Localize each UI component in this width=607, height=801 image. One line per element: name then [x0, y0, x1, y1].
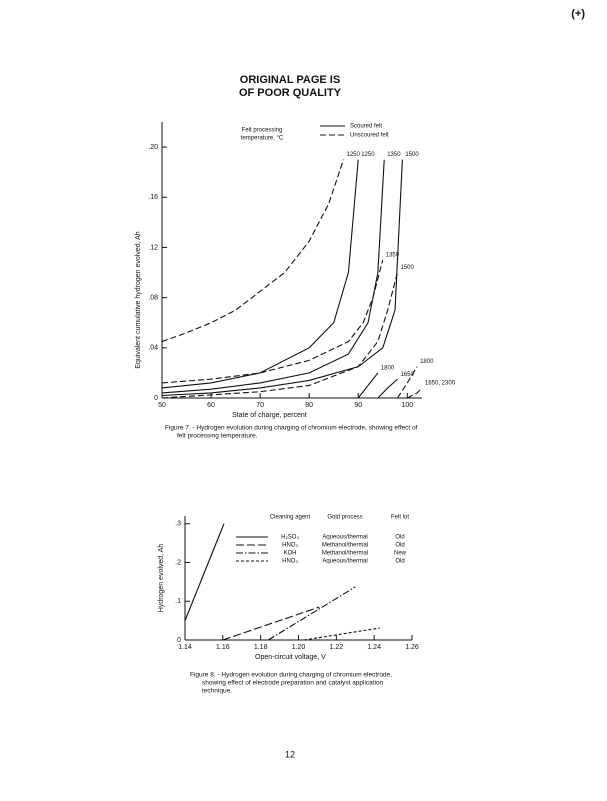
header-line: OF POOR QUALITY — [239, 87, 342, 99]
series-line — [161, 272, 399, 399]
legend-lot: Old — [395, 543, 404, 549]
curve-label: 1350 — [386, 253, 400, 259]
series-line — [357, 372, 379, 399]
figure-caption: felt processing temperature. — [177, 433, 258, 440]
y-tick-label: .1 — [175, 598, 181, 605]
x-tick-label: 70 — [256, 402, 264, 409]
series-line — [161, 159, 403, 397]
x-tick-label: 1.24 — [367, 644, 381, 651]
x-tick-label: 100 — [401, 402, 413, 409]
series-line — [377, 378, 398, 399]
y-tick-label: .12 — [148, 244, 158, 251]
x-tick-label: 80 — [305, 402, 313, 409]
x-axis-label: State of charge, percent — [232, 412, 307, 419]
series-line — [184, 523, 225, 621]
curve-label: 1350 — [387, 152, 401, 158]
curve-label: 1800 — [381, 365, 395, 371]
legend-label: Unscoured felt — [350, 133, 389, 139]
curve-label: 1250 — [361, 152, 375, 158]
legend-lot: Old — [395, 535, 404, 541]
series-line — [161, 159, 359, 389]
curve-label: 1650 — [400, 372, 414, 378]
y-tick-label: .08 — [148, 294, 158, 301]
x-tick-label: 50 — [158, 402, 166, 409]
x-tick-label: 1.14 — [178, 644, 192, 651]
header-line: ORIGINAL PAGE IS — [240, 74, 340, 86]
y-tick-label: .16 — [148, 194, 158, 201]
x-tick-label: 1.16 — [216, 644, 230, 651]
x-tick-label: 1.18 — [254, 644, 268, 651]
page-number: 12 — [285, 749, 295, 759]
x-axis-label: Open-circuit voltage, V — [255, 654, 326, 661]
legend-process: Methanol/thermal — [322, 543, 368, 549]
y-tick-label: .20 — [148, 144, 158, 151]
annotation: temperature, °C — [241, 136, 284, 142]
legend-header: Cleaning agent — [270, 515, 311, 521]
legend-label: KOH — [283, 551, 296, 557]
x-tick-label: 1.26 — [405, 644, 419, 651]
curve-label: 1650, 2300 — [425, 381, 456, 387]
annotation: Felt processing — [242, 128, 283, 134]
y-tick-label: 0 — [154, 395, 158, 402]
curve-label: 1500 — [405, 152, 419, 158]
series-line — [161, 159, 345, 343]
legend-lot: Old — [395, 559, 404, 565]
legend-header: Felt lot — [391, 515, 409, 521]
legend-label: H₂SO₄ — [281, 535, 299, 541]
legend-header: Gold process — [327, 515, 362, 521]
series-line — [397, 366, 418, 399]
y-tick-label: .3 — [175, 521, 181, 528]
y-tick-label: .04 — [148, 345, 158, 352]
curve-label: 1250 — [347, 152, 361, 158]
series-line — [267, 586, 356, 641]
y-axis-label: Equivalent cumulative hydrogen evolved, … — [135, 231, 142, 368]
series-line — [304, 627, 380, 641]
x-tick-label: 1.22 — [330, 644, 344, 651]
legend-label: HNO₃ — [282, 543, 298, 549]
legend-process: Aqueous/thermal — [322, 535, 367, 541]
series-line — [161, 259, 384, 384]
curve-label: 1800 — [420, 359, 434, 365]
figure-caption: showing effect of electrode preparation … — [202, 680, 384, 687]
curve-label: 1500 — [400, 265, 414, 271]
x-tick-label: 1.20 — [292, 644, 306, 651]
legend-label: HNO₃ — [282, 559, 298, 565]
corner-mark: (+) — [571, 8, 585, 20]
y-tick-label: 0 — [177, 637, 181, 644]
series-line — [161, 159, 385, 394]
legend-label: Scoured felt — [350, 124, 382, 130]
series-line — [222, 606, 320, 641]
figure-caption: Figure 8. - Hydrogen evolution during ch… — [190, 672, 392, 679]
x-tick-label: 60 — [207, 402, 215, 409]
legend-process: Aqueous/thermal — [322, 559, 367, 565]
figure-caption: Figure 7. - Hydrogen evolution during ch… — [165, 425, 418, 432]
legend-lot: New — [394, 551, 407, 557]
legend-process: Methanol/thermal — [322, 551, 368, 557]
series-line — [407, 387, 423, 399]
x-tick-label: 90 — [354, 402, 362, 409]
y-axis-label: Hydrogen evolved, Ah — [158, 544, 165, 613]
y-tick-label: .2 — [175, 559, 181, 566]
figure-caption: technique. — [202, 688, 232, 695]
